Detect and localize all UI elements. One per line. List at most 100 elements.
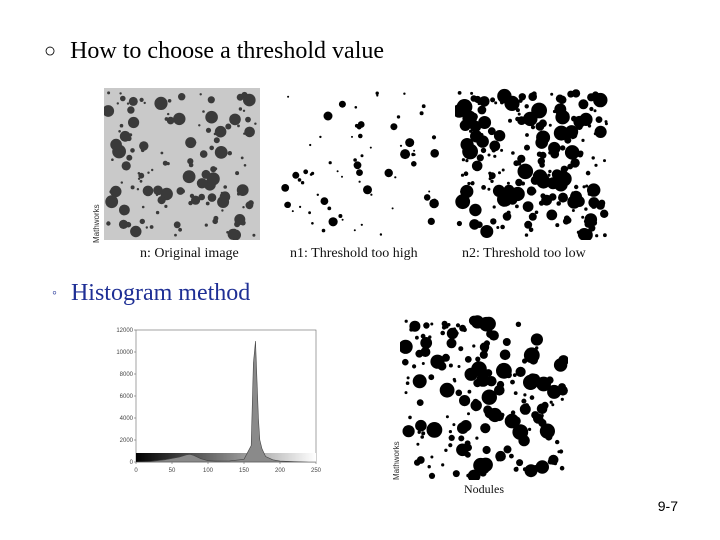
nodules-image-blob xyxy=(549,400,553,404)
nodules-image-blob xyxy=(559,449,564,454)
original-image xyxy=(102,88,260,241)
threshold-low-image-blob xyxy=(479,119,486,126)
threshold-high-image-blob xyxy=(353,158,357,162)
original-image-blob xyxy=(130,148,135,153)
threshold-low-image-blob xyxy=(574,184,579,190)
threshold-low-image-blob xyxy=(470,91,474,95)
nodules-image-blob xyxy=(515,466,519,470)
threshold-low-image-blob xyxy=(548,151,552,155)
threshold-high-image-blob xyxy=(316,193,319,196)
original-image-blob xyxy=(112,144,126,159)
original-image-blob xyxy=(128,116,140,129)
plot-frame xyxy=(135,329,317,463)
nodules-image-blob xyxy=(499,349,511,361)
original-image-blob xyxy=(213,137,220,144)
nodules-image-blob xyxy=(531,411,540,420)
threshold-low-image-blob xyxy=(595,234,599,238)
threshold-low-image-blob xyxy=(517,154,526,163)
original-image-blob xyxy=(178,93,186,101)
caption-original: n: Original image xyxy=(140,246,239,261)
nodules-image-blob xyxy=(452,470,460,478)
threshold-low-image-blob xyxy=(457,91,462,95)
original-image-blob xyxy=(205,127,212,133)
nodules-image-blob xyxy=(496,362,512,379)
nodules-image-blob xyxy=(547,384,562,399)
original-image-blob xyxy=(164,117,169,121)
x-tick-label: 100 xyxy=(203,468,214,474)
nodules-image-blob xyxy=(510,410,516,415)
threshold-low-image-blob xyxy=(524,104,529,109)
threshold-high-image-blob xyxy=(400,149,411,160)
threshold-high-image-blob xyxy=(358,180,361,183)
nodules-image-blob xyxy=(458,346,464,352)
threshold-high-image-blob xyxy=(423,194,431,201)
original-image-blob xyxy=(248,200,254,206)
nodules-image-blob xyxy=(481,389,497,405)
threshold-low-image-blob xyxy=(531,91,537,97)
original-image-blob xyxy=(236,93,244,101)
threshold-low-image-blob xyxy=(499,94,503,98)
original-image-blob xyxy=(214,125,227,138)
nodules-image-blob xyxy=(455,323,461,328)
original-image-blob xyxy=(141,205,145,209)
threshold-low-image-blob xyxy=(584,207,588,211)
nodules-image-blob xyxy=(405,381,410,385)
threshold-high-image-blob xyxy=(341,175,343,178)
nodules-image-blob xyxy=(551,403,555,407)
threshold-low-image-blob xyxy=(511,151,515,155)
threshold-low-image-blob xyxy=(456,99,473,115)
threshold-high-image-blob xyxy=(328,161,332,165)
original-image-blob xyxy=(120,181,123,184)
nodules-image-blob xyxy=(427,339,431,343)
original-image-blob xyxy=(206,172,220,186)
threshold-high-image-blob xyxy=(360,154,364,158)
threshold-low-image-blob xyxy=(471,160,483,172)
threshold-high-image-blob xyxy=(431,135,437,140)
threshold-low-image-blob xyxy=(461,158,465,162)
threshold-low-image-blob xyxy=(508,118,512,123)
nodules-image-blob xyxy=(480,378,488,387)
original-image-blob xyxy=(243,164,247,167)
nodules-image-blob xyxy=(455,389,463,397)
nodules-image-blob xyxy=(539,423,555,439)
nodules-image-blob xyxy=(467,412,470,416)
original-image-blob xyxy=(198,193,205,201)
hollow-circle-bullet-icon: ○ xyxy=(44,40,57,62)
threshold-high-image-blob xyxy=(376,94,379,97)
nodules-image-blob xyxy=(446,327,459,340)
threshold-high-image-blob xyxy=(351,135,353,138)
original-image-blob xyxy=(223,185,227,189)
original-image-blob xyxy=(205,201,210,206)
x-tick-label: 250 xyxy=(311,468,322,474)
nodules-image-blob xyxy=(448,443,453,448)
threshold-low-image-blob xyxy=(497,88,512,104)
threshold-low-image-blob xyxy=(531,102,547,119)
threshold-high-image-blob xyxy=(300,181,305,185)
small-circle-bullet-icon: ◦ xyxy=(52,285,57,301)
nodules-image-blob xyxy=(503,445,512,454)
nodules-image-blob xyxy=(512,373,517,377)
original-image-blob xyxy=(139,97,144,102)
original-image-blob xyxy=(155,193,159,197)
threshold-low-image-blob xyxy=(518,93,526,101)
original-image-blob xyxy=(240,156,244,160)
threshold-low-image-blob xyxy=(583,219,588,224)
threshold-low-image-blob xyxy=(600,209,609,218)
original-image-blob xyxy=(118,130,121,133)
threshold-high-image-blob xyxy=(391,207,394,210)
nodules-image-blob xyxy=(406,376,410,380)
original-image-blob xyxy=(147,171,150,174)
original-image-blob xyxy=(116,102,119,105)
threshold-low-image-blob xyxy=(555,94,564,103)
threshold-high-image-blob xyxy=(303,169,309,175)
threshold-low-image-blob xyxy=(528,227,534,233)
mathworks-side-label: Mathworks xyxy=(92,204,101,243)
threshold-low-image-blob xyxy=(534,210,539,215)
caption-threshold-low: n2: Threshold too low xyxy=(462,246,586,261)
threshold-high-image-blob xyxy=(396,115,401,119)
threshold-low-image-blob xyxy=(570,158,580,168)
original-image-blob xyxy=(107,91,111,95)
threshold-low-image-blob xyxy=(487,187,491,191)
original-image-blob xyxy=(237,192,241,196)
nodules-image-blob xyxy=(430,455,434,459)
